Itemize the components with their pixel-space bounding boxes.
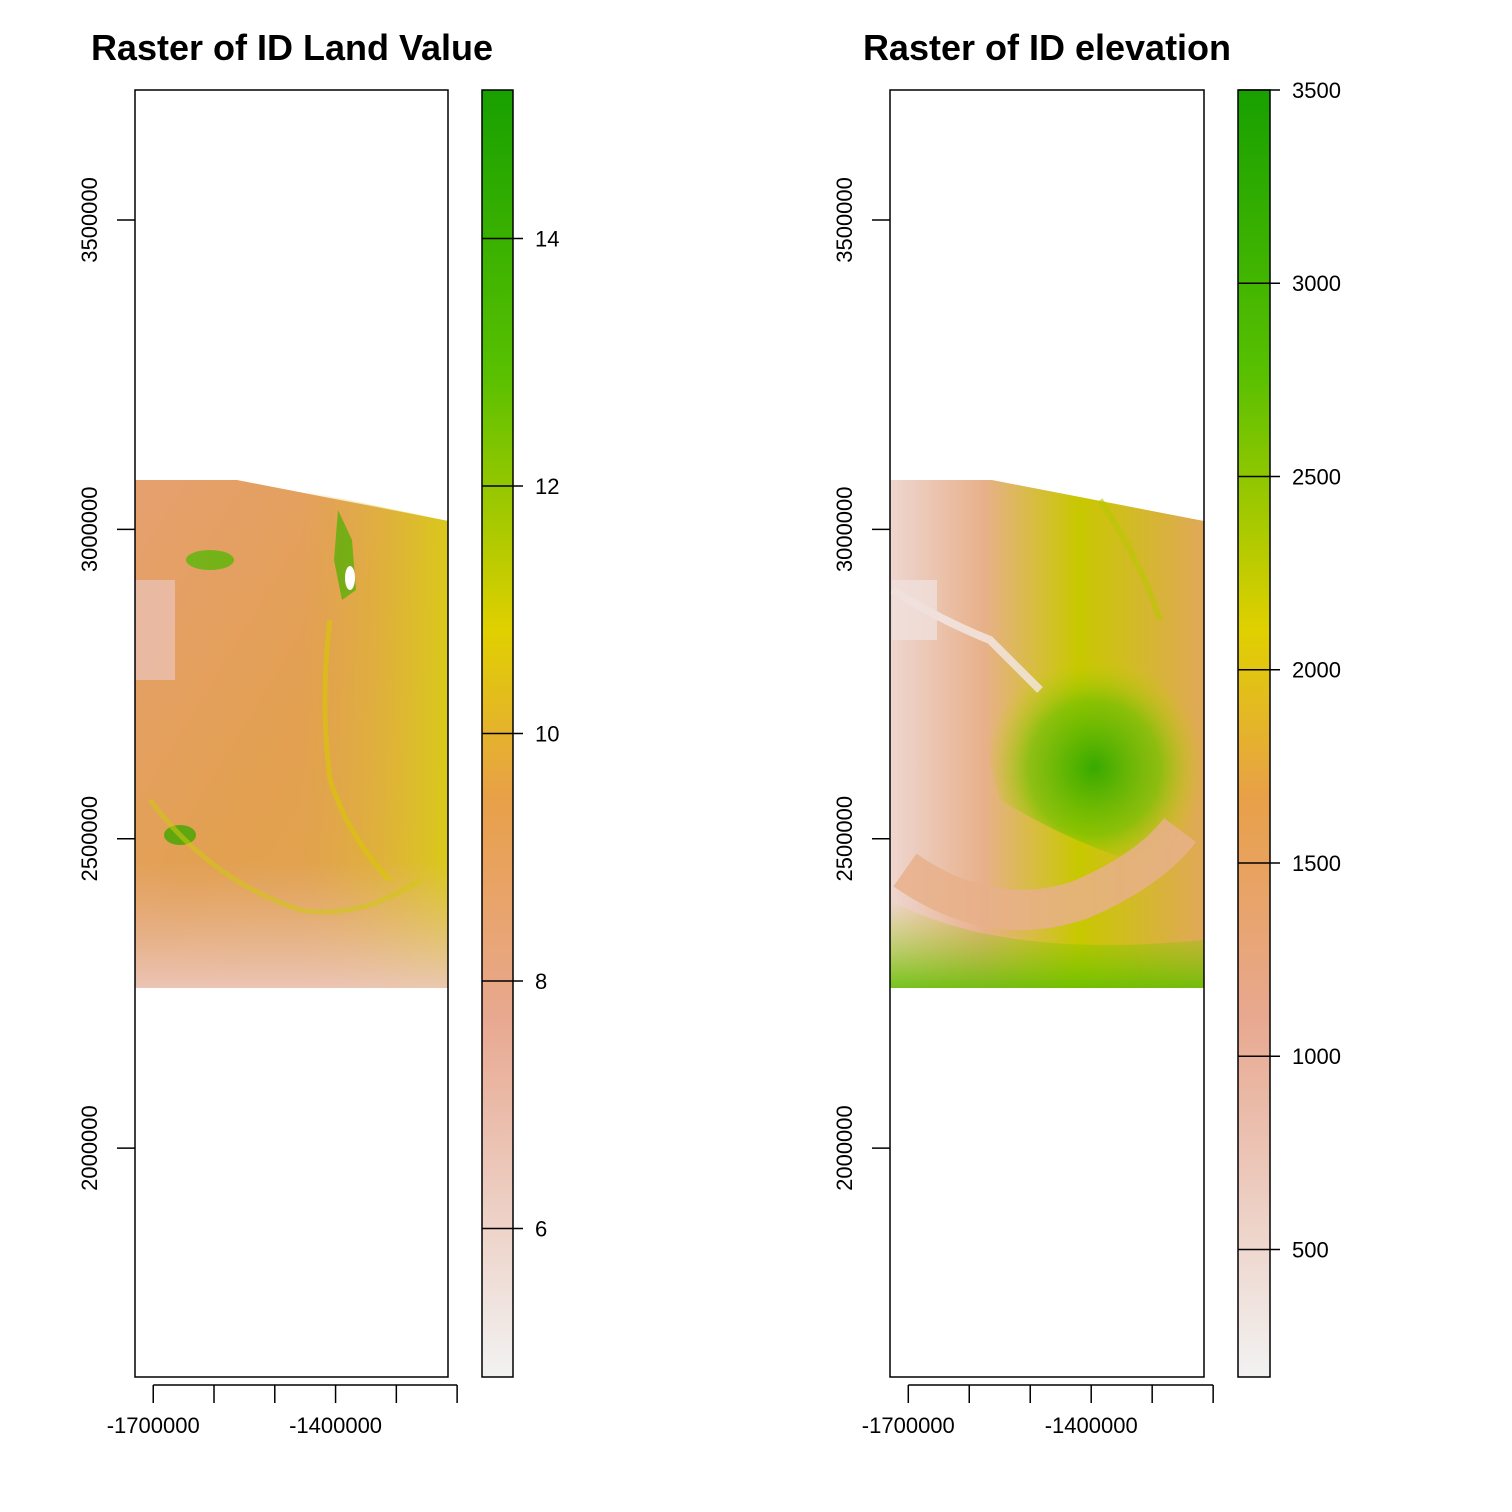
colorbar-ticks: 6 8 10 12 14 xyxy=(482,227,559,1242)
chart-title: Raster of ID elevation xyxy=(863,27,1231,68)
colorbar-tick-label: 1000 xyxy=(1292,1044,1341,1069)
raster-land-value xyxy=(135,480,448,988)
colorbar-tick-label: 14 xyxy=(535,227,559,252)
colorbar-ramp xyxy=(1238,90,1270,1377)
colorbar: 6 8 10 12 14 xyxy=(481,89,559,1378)
raster-ridge xyxy=(148,798,422,915)
raster-elevation xyxy=(889,480,1204,988)
x-tick-label: -1400000 xyxy=(1045,1413,1138,1438)
panel-land-value: Raster of ID Land Value -1700000 -1400000… xyxy=(77,27,559,1438)
y-axis: 2000000 2500000 3000000 3500000 xyxy=(77,177,135,1191)
x-tick-label: -1700000 xyxy=(107,1413,200,1438)
y-tick-label: 3500000 xyxy=(77,177,102,263)
raster-plain xyxy=(893,817,1196,930)
colorbar-tick-label: 10 xyxy=(535,722,559,747)
colorbar-tick-label: 1500 xyxy=(1292,851,1341,876)
plot-frame xyxy=(889,89,1205,1378)
raster-green-patch xyxy=(186,550,234,570)
chart-title: Raster of ID Land Value xyxy=(91,27,493,68)
y-tick-label: 2000000 xyxy=(77,1105,102,1191)
x-tick-label: -1400000 xyxy=(289,1413,382,1438)
raster-southern-highland xyxy=(890,900,1204,988)
colorbar-tick-label: 2500 xyxy=(1292,464,1341,489)
plot-frame xyxy=(134,89,449,1378)
panel-elevation: Raster of ID elevation -1700000 -1400000 … xyxy=(832,27,1341,1438)
y-tick-label: 3000000 xyxy=(77,486,102,572)
raster-low-patch xyxy=(892,580,937,640)
y-tick-label: 2000000 xyxy=(832,1105,857,1191)
colorbar-tick-label: 3000 xyxy=(1292,271,1341,296)
colorbar-tick-label: 8 xyxy=(535,969,547,994)
raster-highland xyxy=(960,630,1204,880)
colorbar-tick-label: 2000 xyxy=(1292,658,1341,683)
y-tick-label: 2500000 xyxy=(77,796,102,882)
raster-ridge xyxy=(1097,498,1163,621)
colorbar-tick-label: 3500 xyxy=(1292,78,1341,103)
y-tick-label: 3000000 xyxy=(832,486,857,572)
colorbar-tick-label: 12 xyxy=(535,474,559,499)
colorbar-tick-label: 500 xyxy=(1292,1237,1329,1262)
raster-ridge xyxy=(322,619,392,882)
y-tick-label: 2500000 xyxy=(832,796,857,882)
x-axis: -1700000 -1400000 xyxy=(107,1384,458,1438)
raster-no-data-hole xyxy=(345,566,355,590)
y-tick-label: 3500000 xyxy=(832,177,857,263)
y-axis: 2000000 2500000 3000000 3500000 xyxy=(832,177,890,1191)
x-axis: -1700000 -1400000 xyxy=(862,1384,1214,1438)
colorbar-tick-label: 6 xyxy=(535,1217,547,1242)
x-tick-label: -1700000 xyxy=(862,1413,955,1438)
colorbar-ticks: 500 1000 1500 2000 2500 3000 3500 xyxy=(1238,78,1341,1262)
raster-low-patch xyxy=(135,580,175,680)
colorbar: 500 1000 1500 2000 2500 3000 3500 xyxy=(1237,78,1341,1378)
raster-area-south-gradient xyxy=(135,860,448,988)
